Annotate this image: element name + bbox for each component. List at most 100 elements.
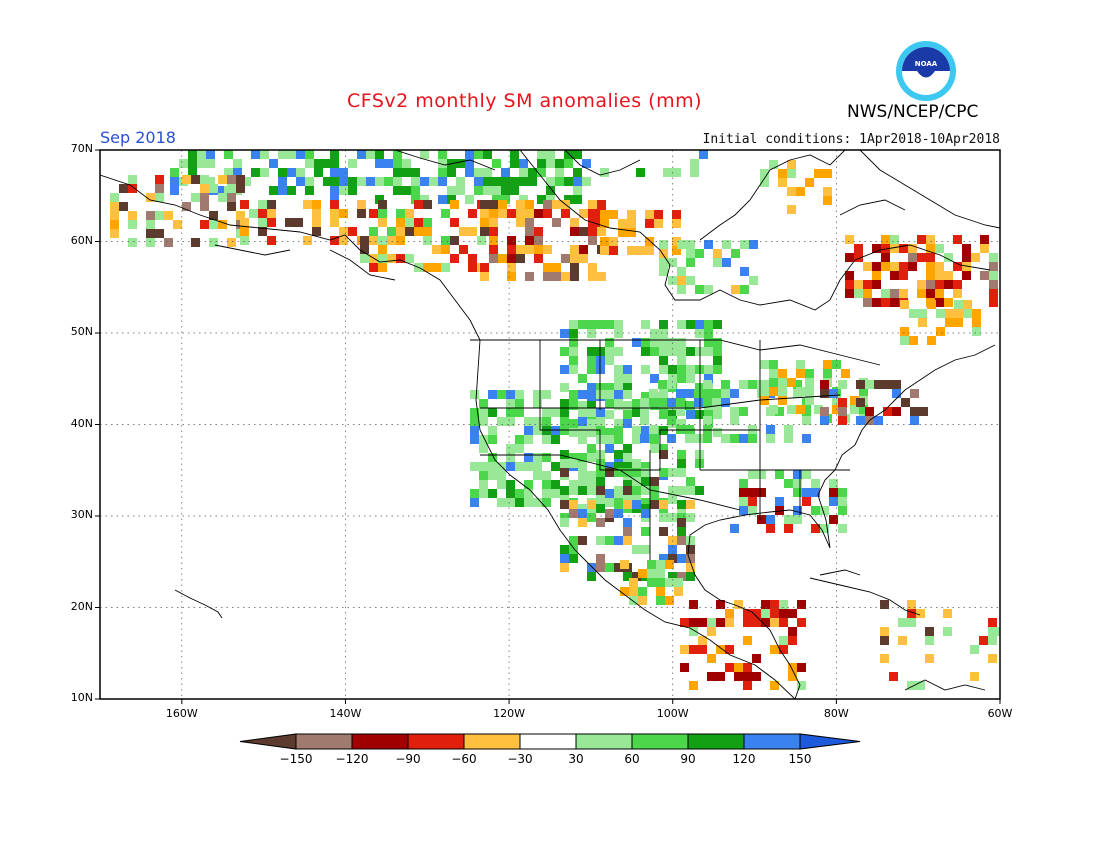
anomaly-cell <box>474 186 483 195</box>
anomaly-cell <box>506 390 515 399</box>
anomaly-cell <box>533 471 542 480</box>
anomaly-cell <box>224 150 233 159</box>
anomaly-cell <box>623 365 632 374</box>
anomaly-cell <box>623 390 632 399</box>
anomaly-cell <box>788 627 797 636</box>
anomaly-cell <box>623 480 632 489</box>
anomaly-cell <box>561 272 570 281</box>
anomaly-cell <box>699 150 708 159</box>
anomaly-cell <box>881 289 890 298</box>
anomaly-cell <box>793 479 802 488</box>
anomaly-cell <box>899 271 908 280</box>
anomaly-cell <box>680 618 689 627</box>
anomaly-cell <box>988 654 997 663</box>
anomaly-cell <box>761 618 770 627</box>
anomaly-cell <box>757 515 766 524</box>
anomaly-cell <box>287 168 296 177</box>
anomaly-cell <box>393 186 402 195</box>
anomaly-cell <box>488 390 497 399</box>
anomaly-cell <box>690 159 699 168</box>
anomaly-cell <box>909 309 918 318</box>
anomaly-cell <box>170 168 179 177</box>
anomaly-cell <box>488 471 497 480</box>
anomaly-cell <box>587 347 596 356</box>
anomaly-cell <box>654 219 663 228</box>
anomaly-cell <box>668 572 677 581</box>
anomaly-cell <box>890 235 899 244</box>
anomaly-cell <box>483 150 492 159</box>
anomaly-cell <box>953 280 962 289</box>
anomaly-cell <box>560 513 569 522</box>
lat-label: 40N <box>70 416 93 430</box>
anomaly-cell <box>677 527 686 536</box>
anomaly-cell <box>510 177 519 186</box>
anomaly-cell <box>588 209 597 218</box>
anomaly-cell <box>650 374 659 383</box>
anomaly-cell <box>569 399 578 408</box>
anomaly-cell <box>432 263 441 272</box>
anomaly-cell <box>441 209 450 218</box>
anomaly-cell <box>636 246 645 255</box>
anomaly-cell <box>596 495 605 504</box>
anomaly-cell <box>488 435 497 444</box>
anomaly-cell <box>296 168 305 177</box>
anomaly-cell <box>411 168 420 177</box>
anomaly-cell <box>519 195 528 204</box>
anomaly-cell <box>910 416 919 425</box>
colorbar-tick-label: −90 <box>395 752 421 766</box>
anomaly-cell <box>560 450 569 459</box>
anomaly-cell <box>596 518 605 527</box>
anomaly-cell <box>623 536 632 545</box>
anomaly-cell <box>330 218 339 227</box>
anomaly-cell <box>665 560 674 569</box>
anomaly-cell <box>560 459 569 468</box>
anomaly-cell <box>802 416 811 425</box>
anomaly-cell <box>739 479 748 488</box>
anomaly-cell <box>489 209 498 218</box>
anomaly-cell <box>769 405 778 414</box>
anomaly-cell <box>506 417 515 426</box>
anomaly-cell <box>623 419 632 428</box>
anomaly-cell <box>721 434 730 443</box>
anomaly-cell <box>597 227 606 236</box>
anomaly-cell <box>962 253 971 262</box>
anomaly-cell <box>191 238 200 247</box>
anomaly-cell <box>740 240 749 249</box>
anomaly-cell <box>570 245 579 254</box>
anomaly-cell <box>605 498 614 507</box>
anomaly-cell <box>215 186 224 195</box>
anomaly-cell <box>570 263 579 272</box>
anomaly-cell <box>820 416 829 425</box>
anomaly-cell <box>829 479 838 488</box>
anomaly-cell <box>480 200 489 209</box>
colorbar-segment <box>631 733 689 750</box>
anomaly-cell <box>573 195 582 204</box>
anomaly-cell <box>954 318 963 327</box>
anomaly-cell <box>543 200 552 209</box>
anomaly-cell <box>369 263 378 272</box>
anomaly-cell <box>200 184 209 193</box>
coastline <box>839 199 906 216</box>
anomaly-cell <box>935 298 944 307</box>
anomaly-cell <box>110 229 119 238</box>
anomaly-cell <box>402 168 411 177</box>
anomaly-cell <box>561 254 570 263</box>
anomaly-cell <box>587 408 596 417</box>
anomaly-cell <box>970 645 979 654</box>
anomaly-cell <box>832 396 841 405</box>
anomaly-cell <box>908 244 917 253</box>
anomaly-cell <box>713 320 722 329</box>
colorbar-segment <box>575 733 633 750</box>
coastline <box>819 569 861 576</box>
anomaly-cell <box>623 444 632 453</box>
anomaly-cell <box>686 513 695 522</box>
anomaly-cell <box>686 545 695 554</box>
anomaly-cell <box>936 327 945 336</box>
anomaly-cell <box>704 365 713 374</box>
anomaly-cell <box>972 327 981 336</box>
anomaly-cell <box>587 453 596 462</box>
coastline <box>100 174 796 699</box>
anomaly-cell <box>760 396 769 405</box>
anomaly-cell <box>303 236 312 245</box>
anomaly-cell <box>716 672 725 681</box>
